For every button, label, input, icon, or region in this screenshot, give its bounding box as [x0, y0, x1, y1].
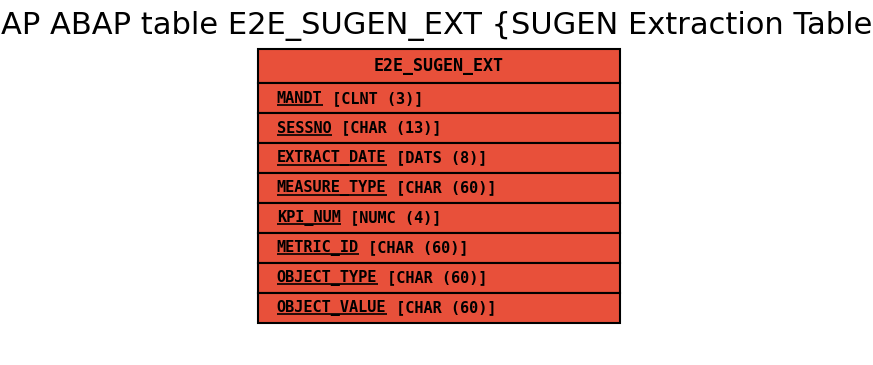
Text: [CHAR (60)]: [CHAR (60)] [378, 270, 487, 285]
Text: SAP ABAP table E2E_SUGEN_EXT {SUGEN Extraction Table}: SAP ABAP table E2E_SUGEN_EXT {SUGEN Extr… [0, 11, 873, 41]
Text: MEASURE_TYPE: MEASURE_TYPE [277, 180, 386, 196]
Text: [DATS (8)]: [DATS (8)] [387, 150, 487, 166]
FancyBboxPatch shape [258, 113, 620, 143]
FancyBboxPatch shape [258, 83, 620, 113]
Text: [CLNT (3)]: [CLNT (3)] [323, 91, 423, 106]
Text: OBJECT_TYPE: OBJECT_TYPE [277, 270, 377, 286]
FancyBboxPatch shape [258, 263, 620, 293]
Text: E2E_SUGEN_EXT: E2E_SUGEN_EXT [374, 57, 504, 75]
Text: [NUMC (4)]: [NUMC (4)] [341, 210, 441, 226]
Text: METRIC_ID: METRIC_ID [277, 240, 359, 256]
FancyBboxPatch shape [258, 293, 620, 323]
Text: OBJECT_VALUE: OBJECT_VALUE [277, 300, 386, 316]
Text: [CHAR (60)]: [CHAR (60)] [360, 240, 469, 256]
Text: MANDT: MANDT [277, 91, 322, 106]
Text: SESSNO: SESSNO [277, 120, 332, 136]
FancyBboxPatch shape [258, 203, 620, 233]
FancyBboxPatch shape [258, 49, 620, 83]
FancyBboxPatch shape [258, 233, 620, 263]
FancyBboxPatch shape [258, 143, 620, 173]
FancyBboxPatch shape [258, 173, 620, 203]
Text: [CHAR (60)]: [CHAR (60)] [387, 300, 496, 315]
Text: KPI_NUM: KPI_NUM [277, 210, 340, 226]
Text: [CHAR (13)]: [CHAR (13)] [332, 120, 441, 136]
Text: [CHAR (60)]: [CHAR (60)] [387, 180, 496, 196]
Text: EXTRACT_DATE: EXTRACT_DATE [277, 150, 386, 166]
